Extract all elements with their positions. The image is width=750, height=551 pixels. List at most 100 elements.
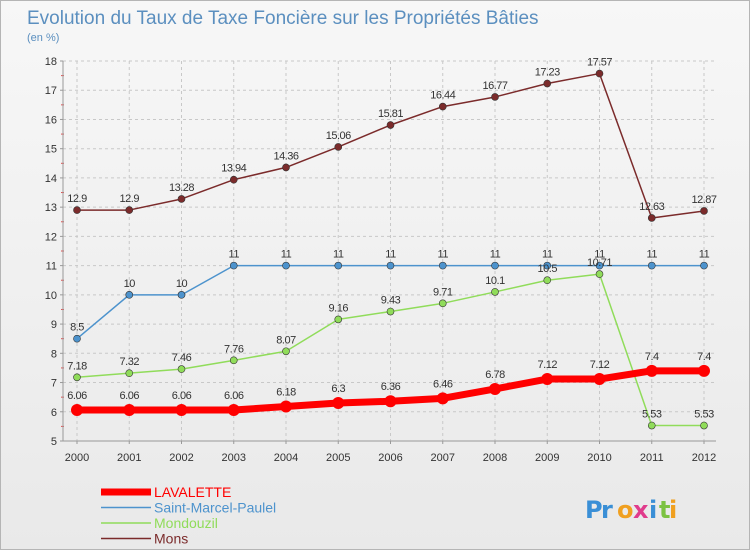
data-point	[647, 261, 656, 270]
data-point	[491, 288, 499, 296]
data-point	[334, 315, 343, 324]
grid	[63, 60, 716, 441]
data-label: 5.53	[642, 409, 662, 421]
data-label: 13.28	[169, 182, 194, 194]
data-label: 11	[281, 249, 292, 261]
data-label: 9.71	[433, 286, 453, 298]
data-point	[541, 373, 554, 386]
y-tick-label: 5	[51, 436, 57, 448]
data-label: 6.06	[224, 390, 244, 402]
data-point	[595, 270, 604, 278]
data-label: 16.44	[430, 90, 455, 102]
y-tick-label: 12	[45, 231, 57, 243]
data-label: 6.06	[120, 390, 140, 402]
data-point	[73, 206, 81, 214]
data-point	[177, 291, 186, 299]
y-tick-label: 18	[45, 56, 57, 68]
x-tick-label: 2002	[169, 452, 193, 464]
data-label: 6.3	[331, 383, 345, 395]
data-label: 7.18	[67, 360, 87, 372]
y-tick-label: 7	[51, 378, 57, 390]
x-tick-label: 2000	[65, 452, 89, 464]
data-point	[229, 356, 238, 365]
data-label: 6.06	[67, 390, 87, 402]
data-label: 11	[490, 249, 501, 261]
data-point	[123, 404, 136, 417]
data-label: 6.06	[172, 390, 192, 402]
x-tick-label: 2011	[640, 452, 664, 464]
legend-label: Mons	[154, 531, 188, 547]
data-point	[125, 291, 134, 299]
logo-letter: i	[669, 496, 677, 524]
data-point	[386, 121, 395, 129]
x-tick-label: 2012	[692, 452, 716, 464]
data-label: 14.36	[273, 150, 298, 162]
data-point	[489, 382, 501, 395]
data-point	[645, 364, 658, 377]
y-tick-label: 17	[45, 85, 57, 97]
logo-letter: t	[659, 496, 670, 524]
data-label: 7.46	[172, 352, 192, 364]
legend-label: Saint-Marcel-Paulel	[154, 500, 276, 516]
data-label: 12.87	[691, 194, 716, 206]
data-point	[125, 206, 134, 214]
data-point	[177, 195, 186, 203]
data-point	[229, 175, 238, 184]
data-point	[647, 214, 656, 222]
y-tick-label: 10	[45, 290, 57, 302]
data-point	[282, 347, 290, 356]
data-label: 11	[647, 249, 658, 261]
x-tick-label: 2008	[483, 452, 507, 464]
x-tick-label: 2007	[431, 452, 455, 464]
y-tick-label: 6	[51, 407, 57, 419]
data-point	[386, 307, 395, 316]
data-label: 15.81	[378, 108, 403, 120]
logo-letter: x	[633, 496, 649, 524]
data-label: 5.53	[694, 409, 714, 421]
y-tick-label: 15	[45, 144, 57, 156]
data-point	[73, 334, 81, 343]
legend: LAVALETTESaint-Marcel-PaulelMondouzilMon…	[101, 484, 276, 547]
data-point	[438, 102, 447, 111]
x-tick-label: 2010	[587, 452, 611, 464]
data-label: 11	[438, 249, 449, 261]
data-label: 9.16	[329, 302, 349, 314]
data-point	[543, 276, 552, 285]
data-point	[125, 369, 134, 377]
data-point	[175, 404, 188, 417]
data-point	[177, 365, 186, 373]
chart-subtitle: (en %)	[27, 32, 59, 44]
data-point	[700, 261, 708, 270]
data-label: 17.57	[587, 57, 612, 69]
series-layer	[71, 69, 710, 430]
legend-label: Mondouzil	[154, 515, 218, 531]
data-label: 11	[229, 249, 240, 261]
proxiti-logo: Pr o x i ti	[585, 496, 677, 524]
data-label: 11	[542, 249, 553, 261]
data-label: 9.43	[381, 295, 401, 307]
data-label: 6.18	[276, 387, 296, 399]
data-point	[698, 364, 710, 377]
data-point	[491, 261, 499, 270]
data-label: 10	[124, 278, 136, 290]
x-tick-label: 2006	[378, 452, 402, 464]
data-point	[700, 421, 708, 430]
data-label: 10	[176, 278, 188, 290]
data-label: 17.23	[535, 67, 560, 79]
data-point	[332, 397, 345, 409]
data-point	[282, 163, 290, 172]
data-point	[700, 207, 708, 215]
data-label: 16.77	[482, 80, 507, 92]
logo-letter: o	[617, 496, 634, 524]
data-label: 7.4	[697, 351, 711, 363]
x-tick-label: 2005	[326, 452, 350, 464]
data-point	[386, 261, 395, 270]
data-label: 8.07	[276, 334, 296, 346]
x-tick-label: 2001	[117, 452, 141, 464]
data-label: 6.36	[381, 381, 401, 393]
data-label: 10.1	[485, 275, 505, 287]
data-point	[438, 261, 447, 270]
logo-letter: P	[585, 496, 603, 524]
data-point	[280, 400, 292, 413]
